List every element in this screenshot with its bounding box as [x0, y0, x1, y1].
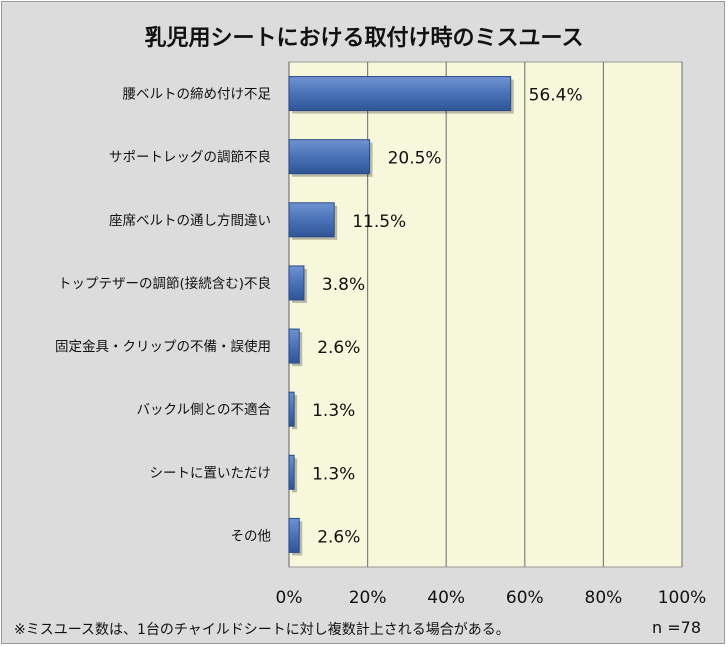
bars — [288, 76, 514, 556]
x-tick-label: 0% — [276, 588, 303, 608]
category-label: その他 — [231, 528, 272, 544]
bar — [288, 139, 371, 175]
category-label: 腰ベルトの締め付け不足 — [123, 86, 272, 103]
value-labels: 56.4% 20.5% 11.5% 3.8% 2.6% 1.3% 1.3% 2.6% — [312, 86, 583, 548]
bar — [288, 391, 295, 427]
bar — [288, 76, 512, 112]
bar — [288, 454, 295, 490]
category-label: 固定金具・クリップの不備・誤使用 — [55, 338, 271, 355]
bar — [288, 328, 300, 364]
bar — [288, 265, 305, 301]
footnote: ※ミスユース数は、1台のチャイルドシートに対し複数計上される場合がある。 — [14, 622, 510, 638]
category-labels: 腰ベルトの締め付け不足サポートレッグの調節不良座席ベルトの通し方間違いトップテザ… — [55, 86, 271, 545]
data-label: 3.8% — [322, 275, 365, 295]
data-label: 56.4% — [529, 86, 583, 106]
x-tick-label: 40% — [427, 588, 465, 608]
data-label: 2.6% — [317, 338, 360, 358]
category-label: トップテザーの調節(接続含む)不良 — [58, 275, 271, 292]
x-tick-label: 20% — [349, 588, 387, 608]
chart-title: 乳児用シートにおける取付け時のミスユース — [144, 26, 584, 51]
x-tick-labels: 0% 20% 40% 60% 80% 100% — [276, 588, 707, 608]
x-tick-label: 100% — [658, 588, 707, 608]
data-label: 11.5% — [352, 212, 406, 232]
data-label: 1.3% — [312, 464, 355, 484]
category-label: 座席ベルトの通し方間違い — [109, 213, 271, 229]
sample-size: n =78 — [652, 618, 701, 637]
plot-area — [288, 61, 683, 568]
category-label: シートに置いただけ — [150, 465, 272, 481]
data-label: 2.6% — [317, 527, 360, 547]
category-label: サポートレッグの調節不良 — [109, 150, 271, 166]
data-label: 20.5% — [388, 149, 442, 169]
data-label: 1.3% — [312, 401, 355, 421]
x-tick-label: 80% — [585, 588, 623, 608]
bar — [288, 202, 335, 238]
bar — [288, 517, 300, 553]
x-tick-label: 60% — [506, 588, 544, 608]
category-label: バックル側との不適合 — [137, 401, 272, 418]
